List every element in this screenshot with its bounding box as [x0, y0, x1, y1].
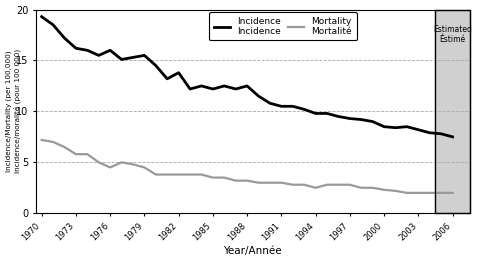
X-axis label: Year/Année: Year/Année: [224, 247, 282, 256]
Text: Estimated
Éstimé: Estimated Éstimé: [433, 25, 472, 44]
Y-axis label: Incidence/Mortality (per 100,000)
Incidence/moralité (pour 100 000): Incidence/Mortality (per 100,000) Incide…: [6, 49, 21, 173]
Bar: [435, 9, 470, 213]
Legend: Incidence
Incidence, Mortality
Mortalité: Incidence Incidence, Mortality Mortalité: [209, 12, 357, 40]
Bar: [435, 9, 470, 213]
